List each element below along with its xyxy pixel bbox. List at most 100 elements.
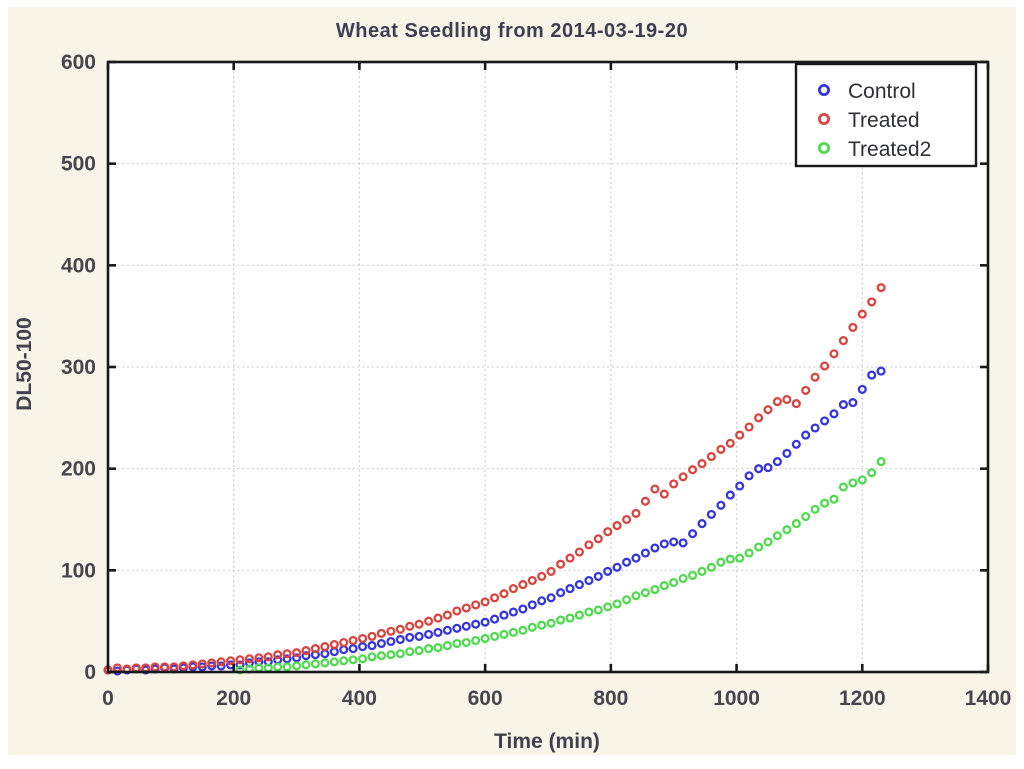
data-point [678,538,688,548]
data-point [659,581,669,591]
data-point [358,633,368,644]
data-point [320,658,330,668]
data-point [735,481,745,491]
data-point [433,627,443,637]
tick-labels: 0 200 400 600 800 1000 1200 1400 0 100 200 300 400 50… [61,51,1011,710]
data-point [235,660,245,670]
data-point [716,557,726,567]
data-point [622,514,632,525]
data-point [640,496,650,506]
data-point [405,632,415,642]
data-point [301,646,311,656]
y-tick-label: 500 [61,153,96,176]
legend-label-treated: Treated [848,109,920,132]
data-point [226,656,236,666]
x-tick-label: 600 [468,687,503,710]
data-point [678,472,688,482]
data-point [395,624,405,634]
data-point [820,416,830,426]
x-tick-label: 200 [216,687,251,710]
data-point [150,662,160,672]
data-point [442,610,452,620]
data-point [603,527,613,537]
data-point [820,498,830,508]
data-point [471,635,481,646]
data-point [782,394,792,405]
data-point [461,621,471,631]
data-point [763,405,773,415]
data-point [574,610,584,620]
data-point [688,465,698,475]
data-point [414,631,424,641]
data-point [716,500,726,510]
data-point [282,654,292,664]
data-point [358,654,368,664]
series-treated2 [235,457,886,675]
data-point [697,566,707,576]
data-point [518,625,528,635]
data-point [725,554,735,564]
data-point [499,629,509,639]
data-point [490,593,500,603]
data-point [584,607,594,617]
data-point [565,613,575,623]
data-point [160,662,170,672]
data-point [282,662,292,672]
data-point [480,597,490,607]
data-point [433,613,443,623]
data-point [273,650,283,660]
data-point [744,422,754,432]
data-point [772,531,782,541]
legend-label-control: Control [848,80,916,103]
data-point [424,616,434,626]
data-point [622,557,632,567]
data-point [688,529,698,539]
data-point [565,553,575,563]
data-point [527,600,537,610]
data-point [659,539,669,549]
data-point [669,577,679,588]
data-point [556,588,566,598]
data-point [706,562,716,572]
data-point [706,509,716,519]
data-point [838,400,848,410]
data-point [565,584,575,594]
data-point [197,659,207,669]
data-point [772,457,782,467]
data-point [697,519,707,529]
data-point [188,660,198,670]
data-point [471,619,481,629]
data-point [461,637,471,648]
data-point [631,553,641,563]
data-point [235,665,245,675]
data-point [405,647,415,657]
data-point [791,519,801,529]
data-point [631,591,641,601]
data-point [508,627,518,637]
data-point [857,475,867,485]
data-point [782,525,792,535]
data-point [348,655,358,665]
data-point [725,438,735,448]
data-point [706,451,716,462]
data-point [876,283,886,293]
scatter-plot: 0 200 400 600 800 1000 1200 1400 0 100 200 300 400 50… [13,20,1011,753]
x-tick-label: 800 [593,687,628,710]
data-point [848,322,858,332]
data-point [556,615,566,625]
data-point [650,484,660,494]
legend-marker-treated [818,113,831,126]
data-point [763,463,773,473]
axis-ticks [106,60,990,674]
data-point [414,646,424,656]
data-point [612,562,622,572]
data-point [725,490,735,500]
data-point [584,575,594,586]
data-point [433,643,443,653]
data-point [867,370,877,380]
data-point [612,521,622,531]
data-point [508,584,518,594]
data-point [857,384,867,394]
data-point [320,642,330,652]
data-point [518,604,528,614]
